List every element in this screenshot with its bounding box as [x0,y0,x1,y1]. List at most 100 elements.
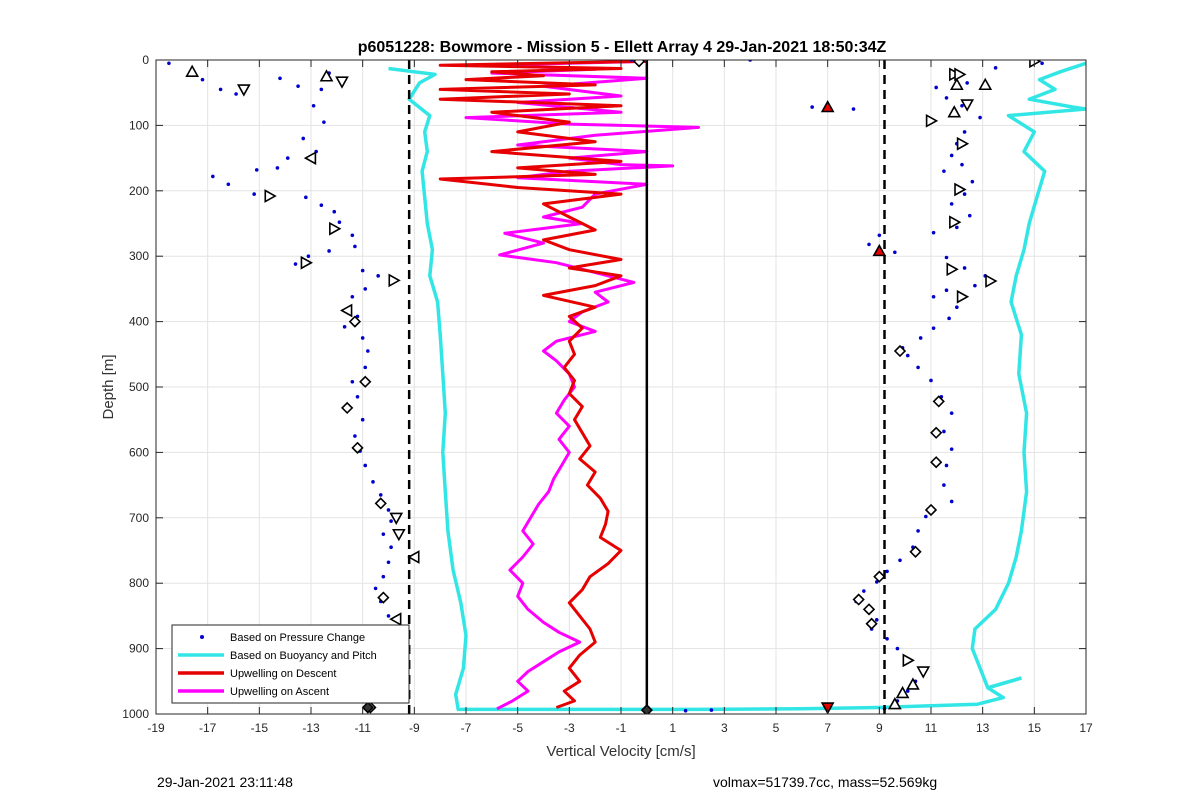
pressure-point [301,136,306,141]
pressure-point [944,96,949,100]
pressure-point [360,336,365,340]
x-tick-label: -19 [147,721,165,735]
marker-diamond [351,441,364,454]
pressure-point [683,708,688,713]
pressure-point [942,169,946,173]
footer-summary: volmax=51739.7cc, mass=52.569kg [713,774,938,790]
marker-black-diamond [640,703,653,714]
legend-label: Based on Pressure Change [230,632,365,644]
x-tick-label: -7 [461,721,472,735]
pressure-point [322,120,326,124]
pressure-point [993,66,998,70]
pressure-point [360,268,365,273]
marker-diamond [865,617,878,630]
pressure-point [905,353,910,358]
marker-diamond [930,456,943,469]
pressure-point [942,429,946,434]
x-axis-label: Vertical Velocity [cm/s] [546,743,695,760]
legend-swatch-dot [200,635,204,639]
pressure-point [337,220,342,224]
pressure-point [895,646,900,651]
x-tick-label: 5 [773,721,780,735]
pressure-point [934,85,938,90]
marker-right-triangle [329,221,342,236]
marker-red-up-triangle [820,99,835,113]
pressure-point [319,87,324,92]
pressure-point [252,192,256,196]
pressure-point [363,365,368,370]
marker-down-triangle [960,99,975,112]
marker-down-triangle [916,666,931,679]
pressure-point [386,614,391,618]
pressure-point [373,586,378,591]
pressure-point [389,545,393,550]
tick-layer: -19 -17 -15 -13 -11 -9 -7 -5 -3 -1 1 3 5 7 9 11 13 15 1701… [122,53,1093,735]
pressure-point [293,262,298,266]
pressure-point [885,636,889,641]
pressure-point [944,288,949,293]
pressure-point [810,105,814,109]
y-tick-label: 900 [129,642,149,656]
marker-right-triangle [949,215,962,230]
y-tick-label: 1000 [122,707,149,721]
y-tick-label: 600 [129,445,149,459]
pressure-point [929,378,933,383]
marker-right-triangle [985,274,998,288]
marker-diamond [377,591,390,604]
marker-left-triangle [407,550,420,564]
pressure-point [916,529,920,533]
marker-right-triangle [1029,60,1042,69]
pressure-point [234,92,238,96]
pressure-point [949,447,954,451]
marker-diamond [852,593,865,606]
legend-label: Based on Buoyancy and Pitch [230,650,377,662]
marker-right-triangle [264,189,277,203]
marker-right-triangle [300,255,313,270]
x-tick-label: -9 [409,721,420,735]
pressure-point [867,242,871,247]
y-tick-label: 700 [129,511,149,525]
x-tick-label: -13 [302,721,320,735]
pressure-point [386,508,391,512]
marker-down-triangle [335,76,349,89]
marker-right-triangle [954,67,967,82]
pressure-point [211,174,215,179]
y-tick-label: 500 [129,380,149,394]
buoyancy-pitch-line [388,66,1022,712]
marker-up-triangle [319,69,334,82]
pressure-point [296,84,300,88]
pressure-point [350,233,355,238]
pressure-point [874,618,879,622]
pressure-point [350,294,355,299]
pressure-point [353,434,357,438]
pressure-point [962,130,967,134]
marker-up-triangle [947,105,962,118]
x-tick-label: -15 [251,721,269,735]
marker-up-triangle [978,77,993,91]
x-tick-label: -3 [564,721,575,735]
pressure-point [319,203,324,207]
pressure-point [167,61,171,66]
marker-up-triangle [906,677,920,690]
marker-up-triangle [887,697,902,710]
pressure-point [931,326,936,330]
marker-diamond [374,497,387,510]
pressure-point [327,249,331,253]
pressure-point [960,162,964,167]
y-tick-label: 400 [129,315,149,329]
marker-left-triangle [303,151,317,165]
pressure-point [931,294,936,299]
chart-title: p6051228: Bowmore - Mission 5 - Ellett A… [358,39,887,56]
pressure-point [949,411,954,415]
pressure-point [371,480,375,484]
pressure-point [381,532,386,536]
marker-right-triangle [388,273,401,288]
pressure-point [386,560,391,565]
pressure-point [960,103,964,108]
x-tick-label: 3 [721,721,728,735]
pressure-point [285,156,290,160]
marker-diamond [932,395,945,408]
marker-up-triangle [949,77,964,91]
pressure-point [355,395,360,399]
